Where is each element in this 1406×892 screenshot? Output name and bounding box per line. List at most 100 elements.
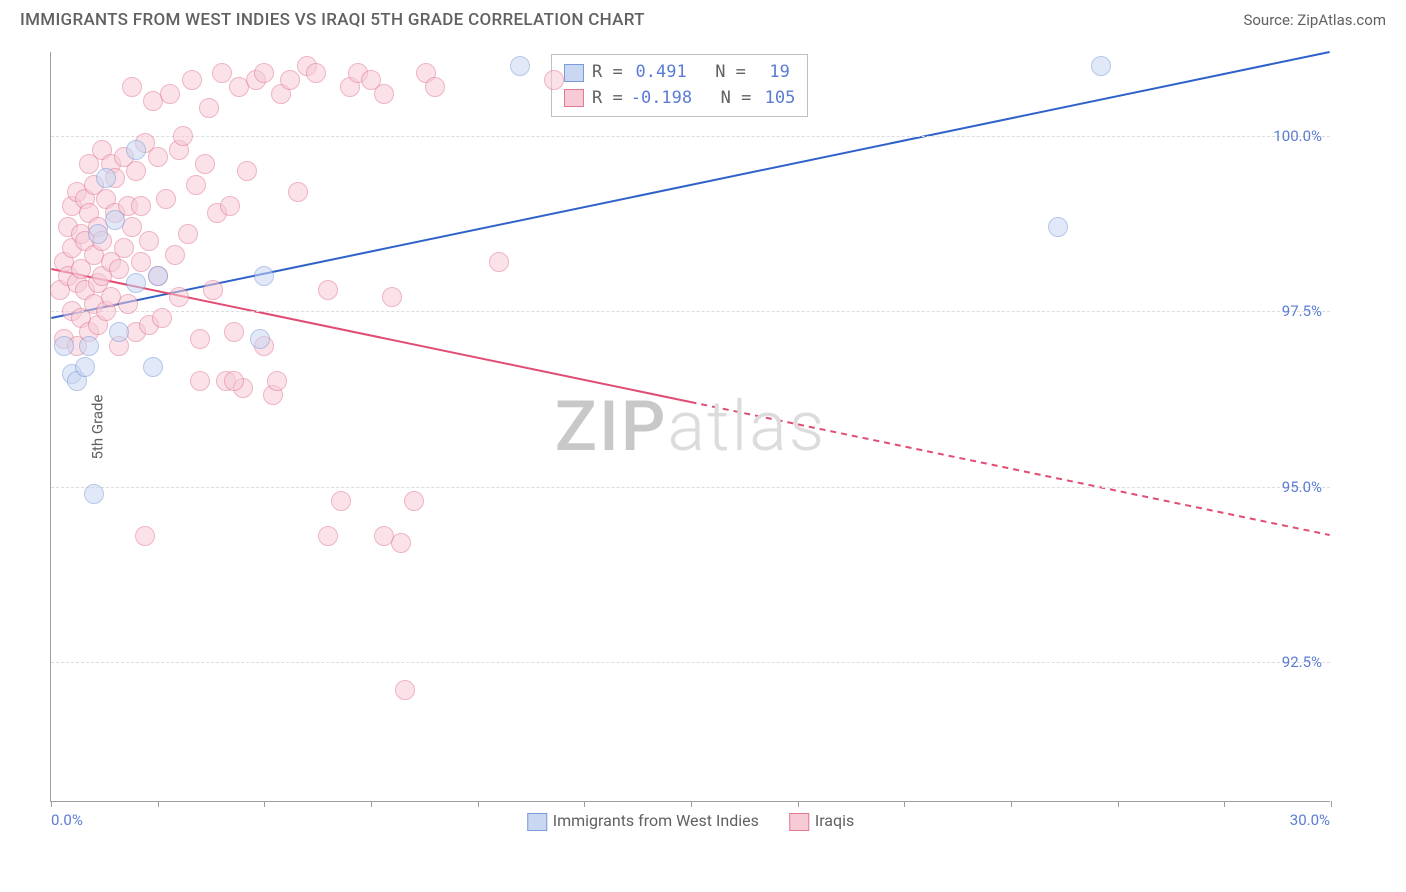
- scatter-point: [118, 294, 138, 314]
- scatter-point: [391, 533, 411, 553]
- x-tick: [158, 801, 159, 807]
- x-tick: [1331, 801, 1332, 807]
- y-axis-label: 5th Grade: [88, 394, 106, 459]
- scatter-point: [75, 357, 95, 377]
- legend-row: R = 0.491 N = 19: [564, 60, 795, 86]
- scatter-point: [88, 224, 108, 244]
- scatter-point: [173, 126, 193, 146]
- y-tick-label: 97.5%: [1282, 302, 1322, 320]
- legend-row: R =-0.198 N =105: [564, 86, 795, 112]
- scatter-point: [109, 259, 129, 279]
- plot-area: 5th Grade ZIPatlas R =0.491 N =19R =-0.1…: [50, 52, 1330, 802]
- scatter-point: [126, 273, 146, 293]
- scatter-point: [79, 336, 99, 356]
- watermark-bold: ZIP: [555, 386, 668, 468]
- gridline: [51, 662, 1330, 663]
- scatter-point: [425, 77, 445, 97]
- x-tick: [264, 801, 265, 807]
- chart-header: IMMIGRANTS FROM WEST INDIES VS IRAQI 5TH…: [0, 0, 1406, 38]
- scatter-point: [382, 287, 402, 307]
- x-tick: [798, 801, 799, 807]
- scatter-point: [250, 329, 270, 349]
- x-tick: [1118, 801, 1119, 807]
- legend-r-value: 0.491: [631, 60, 687, 86]
- legend-r-label: R =: [592, 60, 623, 86]
- x-tick: [478, 801, 479, 807]
- scatter-point: [489, 252, 509, 272]
- series-legend: Immigrants from West Indies Iraqis: [527, 811, 855, 831]
- scatter-point: [288, 182, 308, 202]
- correlation-legend: R =0.491 N =19R =-0.198 N =105: [551, 54, 808, 117]
- watermark: ZIPatlas: [555, 386, 827, 468]
- scatter-point: [318, 526, 338, 546]
- x-tick: [1011, 801, 1012, 807]
- scatter-point: [220, 196, 240, 216]
- scatter-point: [212, 63, 232, 83]
- scatter-point: [169, 287, 189, 307]
- scatter-point: [122, 217, 142, 237]
- x-tick: [584, 801, 585, 807]
- chart-source: Source: ZipAtlas.com: [1243, 11, 1386, 29]
- chart-title: IMMIGRANTS FROM WEST INDIES VS IRAQI 5TH…: [20, 10, 645, 30]
- scatter-point: [139, 231, 159, 251]
- scatter-point: [374, 526, 394, 546]
- scatter-point: [1091, 56, 1111, 76]
- gridline: [51, 311, 1330, 312]
- legend-n-label: N =: [695, 60, 746, 86]
- scatter-point: [165, 245, 185, 265]
- scatter-point: [195, 154, 215, 174]
- x-tick: [691, 801, 692, 807]
- scatter-point: [395, 680, 415, 700]
- y-tick-label: 100.0%: [1273, 127, 1322, 145]
- legend-swatch: [564, 89, 584, 107]
- scatter-point: [160, 84, 180, 104]
- trendline: [51, 269, 690, 402]
- legend-r-label: R =: [592, 86, 623, 112]
- bottom-legend-item: Immigrants from West Indies: [527, 811, 759, 831]
- scatter-point: [105, 210, 125, 230]
- y-tick-label: 95.0%: [1282, 478, 1322, 496]
- scatter-point: [122, 77, 142, 97]
- x-tick: [1224, 801, 1225, 807]
- scatter-point: [199, 98, 219, 118]
- legend-n-value: 19: [754, 60, 790, 86]
- scatter-point: [131, 196, 151, 216]
- scatter-point: [131, 252, 151, 272]
- scatter-point: [374, 84, 394, 104]
- scatter-point: [254, 266, 274, 286]
- scatter-point: [143, 357, 163, 377]
- scatter-point: [126, 140, 146, 160]
- scatter-point: [148, 266, 168, 286]
- scatter-point: [280, 70, 300, 90]
- legend-swatch: [789, 813, 809, 831]
- scatter-point: [544, 70, 564, 90]
- scatter-point: [148, 147, 168, 167]
- legend-swatch: [564, 64, 584, 82]
- legend-n-label: N =: [700, 86, 751, 112]
- legend-swatch: [527, 813, 547, 831]
- scatter-point: [182, 70, 202, 90]
- x-tick: [51, 801, 52, 807]
- scatter-point: [254, 63, 274, 83]
- scatter-point: [152, 308, 172, 328]
- x-tick: [371, 801, 372, 807]
- scatter-point: [237, 161, 257, 181]
- scatter-point: [190, 371, 210, 391]
- scatter-point: [126, 161, 146, 181]
- bottom-legend-label: Iraqis: [815, 811, 854, 830]
- legend-n-value: 105: [759, 86, 795, 112]
- bottom-legend-label: Immigrants from West Indies: [553, 811, 759, 830]
- bottom-legend-item: Iraqis: [789, 811, 854, 831]
- scatter-point: [306, 63, 326, 83]
- x-tick: [904, 801, 905, 807]
- gridline: [51, 487, 1330, 488]
- scatter-point: [114, 238, 134, 258]
- scatter-point: [224, 322, 244, 342]
- scatter-point: [267, 371, 287, 391]
- scatter-point: [96, 168, 116, 188]
- scatter-point: [156, 189, 176, 209]
- x-max-label: 30.0%: [1290, 811, 1330, 829]
- scatter-point: [109, 322, 129, 342]
- x-min-label: 0.0%: [51, 811, 83, 829]
- scatter-point: [1048, 217, 1068, 237]
